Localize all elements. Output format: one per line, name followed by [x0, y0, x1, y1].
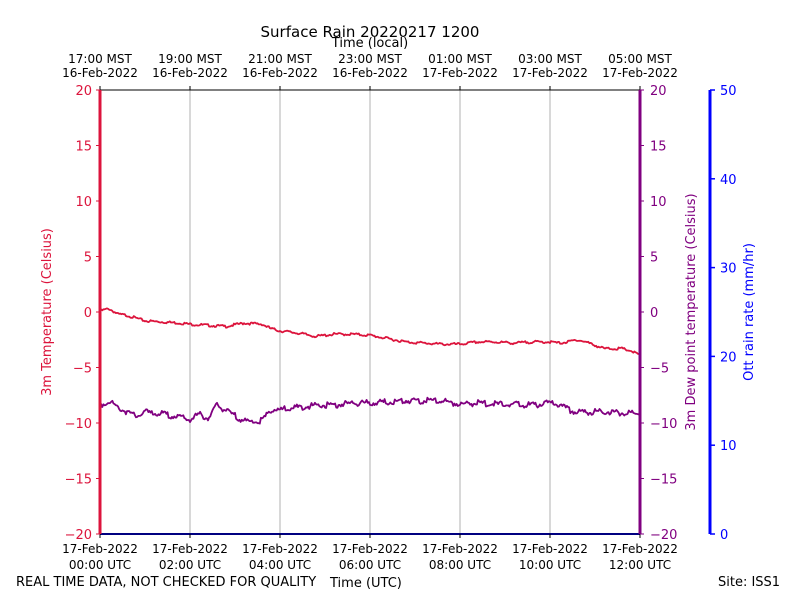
temp-tick-label: 5 [84, 251, 92, 266]
series-line [99, 396, 641, 425]
temp-tick-label: −5 [73, 362, 92, 377]
dew-tick-label: −10 [650, 417, 677, 432]
temp-tick-label: 10 [75, 195, 92, 210]
top-tick-date: 17-Feb-2022 [602, 66, 678, 80]
top-tick-date: 17-Feb-2022 [512, 66, 588, 80]
top-tick-date: 17-Feb-2022 [422, 66, 498, 80]
rain-tick-label: 30 [720, 262, 737, 277]
top-tick-time: 19:00 MST [158, 52, 222, 66]
dew-tick-label: 5 [650, 251, 658, 266]
x-tick-time: 06:00 UTC [339, 558, 401, 572]
top-tick-time: 23:00 MST [338, 52, 402, 66]
tick-marks: 17-Feb-2022 00:00 UTC 17-Feb-2022 02:00 UTC… [62, 52, 736, 572]
dew-tick-label: 10 [650, 195, 667, 210]
temp-tick-label: 0 [84, 306, 92, 321]
top-axis-label: Time (local) [331, 36, 408, 51]
temp-tick-label: 15 [75, 140, 92, 155]
rain-tick-label: 50 [720, 84, 737, 99]
top-tick-date: 16-Feb-2022 [152, 66, 228, 80]
top-tick-date: 16-Feb-2022 [62, 66, 138, 80]
x-tick-date: 17-Feb-2022 [422, 542, 498, 556]
x-tick-date: 17-Feb-2022 [602, 542, 678, 556]
temp-tick-label: −20 [65, 528, 92, 543]
dew-tick-label: 0 [650, 306, 658, 321]
rain-y-axis-label: Ott rain rate (mm/hr) [742, 243, 757, 381]
series-line [99, 307, 641, 356]
top-tick-date: 16-Feb-2022 [242, 66, 318, 80]
x-tick-time: 04:00 UTC [249, 558, 311, 572]
x-tick-time: 10:00 UTC [519, 558, 581, 572]
x-tick-date: 17-Feb-2022 [62, 542, 138, 556]
x-tick-date: 17-Feb-2022 [332, 542, 408, 556]
temp-tick-label: −10 [65, 417, 92, 432]
x-tick-date: 17-Feb-2022 [152, 542, 228, 556]
axes [98, 89, 712, 535]
x-tick-date: 17-Feb-2022 [512, 542, 588, 556]
dew-tick-label: −20 [650, 528, 677, 543]
top-tick-date: 16-Feb-2022 [332, 66, 408, 80]
x-tick-time: 08:00 UTC [429, 558, 491, 572]
top-tick-time: 17:00 MST [68, 52, 132, 66]
rain-tick-label: 40 [720, 173, 737, 188]
chart-title: Surface Rain 20220217 1200 [261, 23, 480, 41]
top-tick-time: 03:00 MST [518, 52, 582, 66]
x-tick-time: 00:00 UTC [69, 558, 131, 572]
rain-tick-label: 0 [720, 528, 728, 543]
dew-tick-label: −5 [650, 362, 669, 377]
dew-y-axis-label: 3m Dew point temperature (Celsius) [684, 193, 699, 430]
temp-tick-label: −15 [65, 473, 92, 488]
x-tick-date: 17-Feb-2022 [242, 542, 318, 556]
dew-tick-label: −15 [650, 473, 677, 488]
left-y-axis-label: 3m Temperature (Celsius) [40, 228, 55, 396]
dew-tick-label: 15 [650, 140, 667, 155]
x-tick-time: 12:00 UTC [609, 558, 671, 572]
top-tick-time: 21:00 MST [248, 52, 312, 66]
dew-tick-label: 20 [650, 84, 667, 99]
site-label: Site: ISS1 [718, 575, 781, 590]
top-tick-time: 01:00 MST [428, 52, 492, 66]
temp-tick-label: 20 [75, 84, 92, 99]
rain-tick-label: 20 [720, 350, 737, 365]
rain-tick-label: 10 [720, 439, 737, 454]
x-axis-label: Time (UTC) [330, 576, 402, 591]
top-tick-time: 05:00 MST [608, 52, 672, 66]
gridlines [189, 90, 551, 534]
x-tick-time: 02:00 UTC [159, 558, 221, 572]
quality-note: REAL TIME DATA, NOT CHECKED FOR QUALITY [16, 575, 317, 590]
